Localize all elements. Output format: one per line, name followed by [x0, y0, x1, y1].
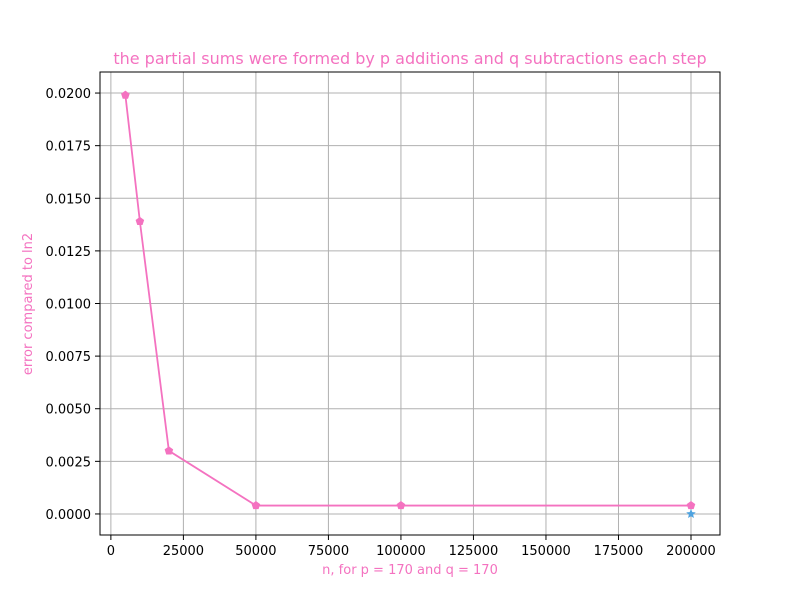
y-axis-ticks: 0.0000 0.0025 0.0050 0.0075 0.0100 0.0125 0.01…	[46, 87, 100, 523]
y-tick-label: 0.0050	[46, 403, 92, 418]
data-point	[164, 446, 174, 455]
y-tick-label: 0.0150	[46, 192, 92, 207]
x-tick-label: 175000	[594, 544, 644, 559]
y-tick-label: 0.0175	[46, 140, 92, 155]
x-tick-label: 0	[107, 544, 115, 559]
data-point	[121, 90, 130, 99]
y-tick-label: 0.0200	[46, 87, 92, 102]
x-tick-label: 25000	[163, 544, 204, 559]
y-tick-label: 0.0125	[46, 245, 92, 260]
data-point	[686, 508, 696, 518]
data-point	[251, 501, 261, 510]
series-line	[124, 95, 691, 507]
y-tick-label: 0.0100	[46, 298, 92, 313]
x-tick-label: 75000	[308, 544, 349, 559]
data-point	[686, 501, 696, 510]
y-axis-label: error compared to ln2	[21, 233, 36, 375]
data-point	[135, 216, 145, 226]
x-tick-label: 125000	[449, 544, 499, 559]
data-point	[396, 501, 406, 510]
y-tick-label: 0.0025	[46, 455, 92, 470]
x-axis-label: n, for p = 170 and q = 170	[322, 563, 498, 578]
x-tick-label: 50000	[235, 544, 276, 559]
series-layer	[121, 90, 696, 518]
y-tick-label: 0.0000	[46, 508, 92, 523]
x-tick-label: 150000	[521, 544, 571, 559]
x-tick-label: 100000	[376, 544, 426, 559]
y-tick-label: 0.0075	[46, 350, 92, 365]
chart-title: the partial sums were formed by p additi…	[113, 49, 706, 68]
series-2	[686, 508, 696, 518]
grid	[100, 72, 720, 535]
x-tick-label: 200000	[666, 544, 716, 559]
series-1	[121, 90, 696, 510]
x-axis-ticks: 0 25000 50000 75000 100000 125000 150000 175000…	[107, 535, 716, 559]
